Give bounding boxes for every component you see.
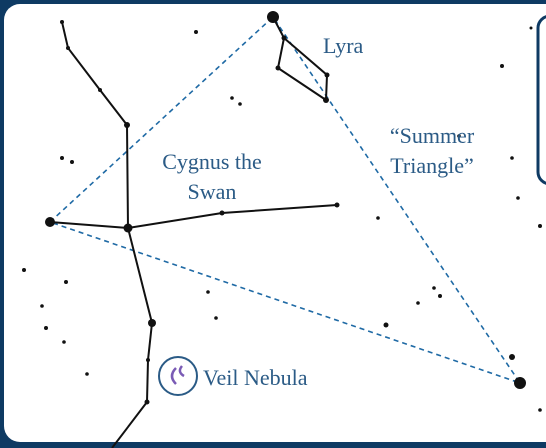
veil-label: Veil Nebula [203,365,308,390]
cygnus-label: Cygnus the [162,149,262,174]
lyra-label: Lyra [323,33,364,58]
star-chart: Lyra Cygnus the Swan “Summer Triangle” V… [0,0,546,448]
cygnus-label: Swan [188,179,237,204]
veil-nebula-icon [159,357,197,395]
triangle-label: “Summer [390,123,475,148]
side-panel [538,16,546,184]
triangle-label: Triangle” [390,153,474,178]
page: {"labels": {"lyra": "Lyra", "cygnus": ["… [0,0,546,448]
